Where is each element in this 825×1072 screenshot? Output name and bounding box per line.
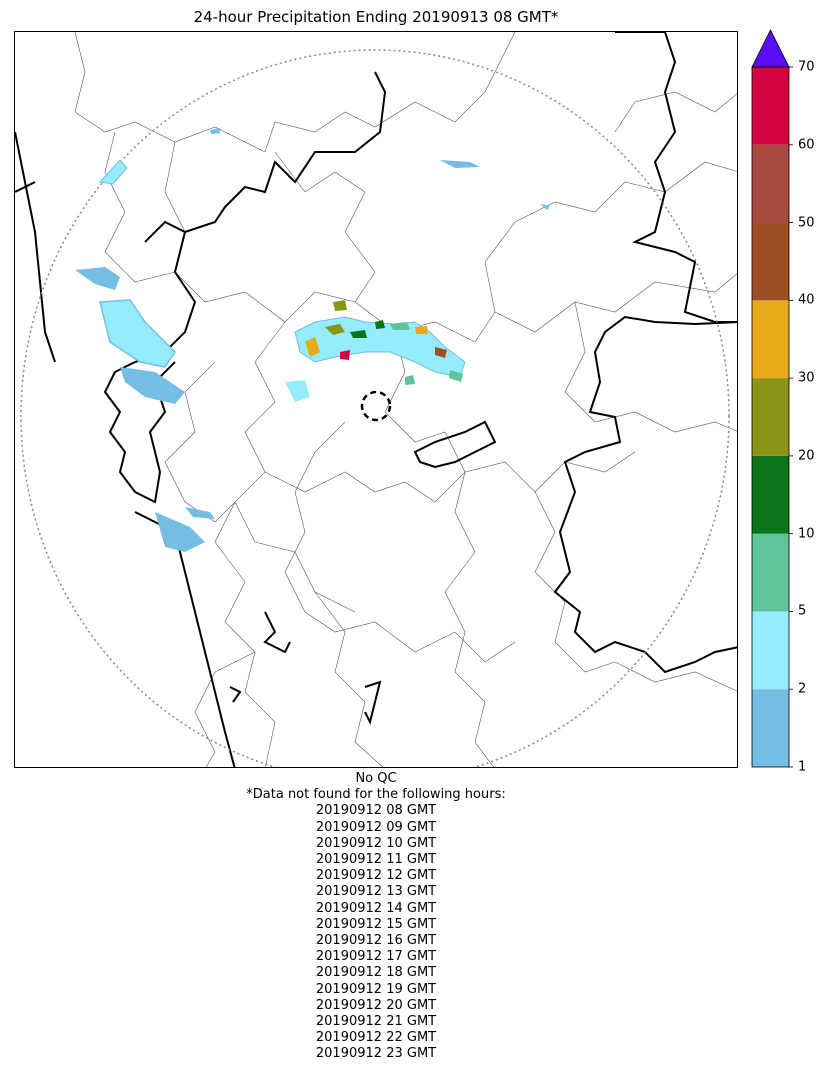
colorbar-tick-label: 5	[798, 603, 807, 619]
missing-hour: 20190912 22 GMT	[315, 1030, 437, 1046]
colorbar-segment	[752, 455, 789, 534]
missing-hour: 20190912 23 GMT	[315, 1046, 437, 1062]
missing-hour: 20190912 21 GMT	[315, 1014, 437, 1030]
missing-hour: 20190912 08 GMT	[315, 803, 437, 819]
colorbar-segment	[752, 533, 789, 612]
map-title: 24-hour Precipitation Ending 20190913 08…	[193, 8, 559, 26]
missing-hour: 20190912 18 GMT	[315, 965, 437, 981]
colorbar-tick-label: 30	[798, 370, 815, 386]
missing-hour: 20190912 15 GMT	[315, 916, 437, 932]
colorbar-segment	[752, 611, 789, 690]
qc-note: No QC	[355, 771, 397, 786]
colorbar-extend-triangle	[751, 29, 790, 68]
colorbar-segment	[752, 222, 789, 301]
missing-data-header: *Data not found for the following hours:	[246, 787, 506, 803]
missing-hour: 20190912 19 GMT	[315, 981, 437, 997]
precipitation-map	[14, 31, 738, 768]
missing-hour: 20190912 20 GMT	[315, 997, 437, 1013]
missing-hour: 20190912 12 GMT	[315, 868, 437, 884]
colorbar-tick-label: 1	[798, 759, 807, 775]
colorbar	[751, 29, 793, 768]
colorbar-segment	[752, 144, 789, 223]
colorbar-segment	[752, 689, 789, 767]
radar-site-marker	[360, 390, 392, 422]
colorbar-tick-label: 20	[798, 448, 815, 464]
colorbar-tick-label: 10	[798, 526, 815, 542]
missing-hour: 20190912 13 GMT	[315, 884, 437, 900]
district-boundaries	[74, 32, 737, 767]
missing-hour: 20190912 11 GMT	[315, 852, 437, 868]
colorbar-canvas	[751, 29, 793, 768]
missing-hour: 20190912 14 GMT	[315, 900, 437, 916]
precipitation-patches	[75, 128, 550, 552]
colorbar-tick-label: 50	[798, 215, 815, 231]
missing-hour: 20190912 09 GMT	[315, 819, 437, 835]
range-ring	[20, 49, 730, 767]
colorbar-frame	[751, 66, 790, 768]
colorbar-segment	[752, 67, 789, 145]
missing-hour: 20190912 10 GMT	[315, 835, 437, 851]
colorbar-tick-label: 2	[798, 681, 807, 697]
colorbar-segment	[752, 300, 789, 379]
colorbar-tick-label: 70	[798, 59, 815, 75]
footnotes: No QC *Data not found for the following …	[14, 771, 738, 1063]
missing-hour: 20190912 17 GMT	[315, 949, 437, 965]
missing-hour: 20190912 16 GMT	[315, 933, 437, 949]
state-borders	[15, 32, 737, 767]
colorbar-tick-label: 40	[798, 292, 815, 308]
colorbar-segment	[752, 378, 789, 456]
colorbar-tick-label: 60	[798, 137, 815, 153]
map-canvas	[15, 32, 737, 767]
